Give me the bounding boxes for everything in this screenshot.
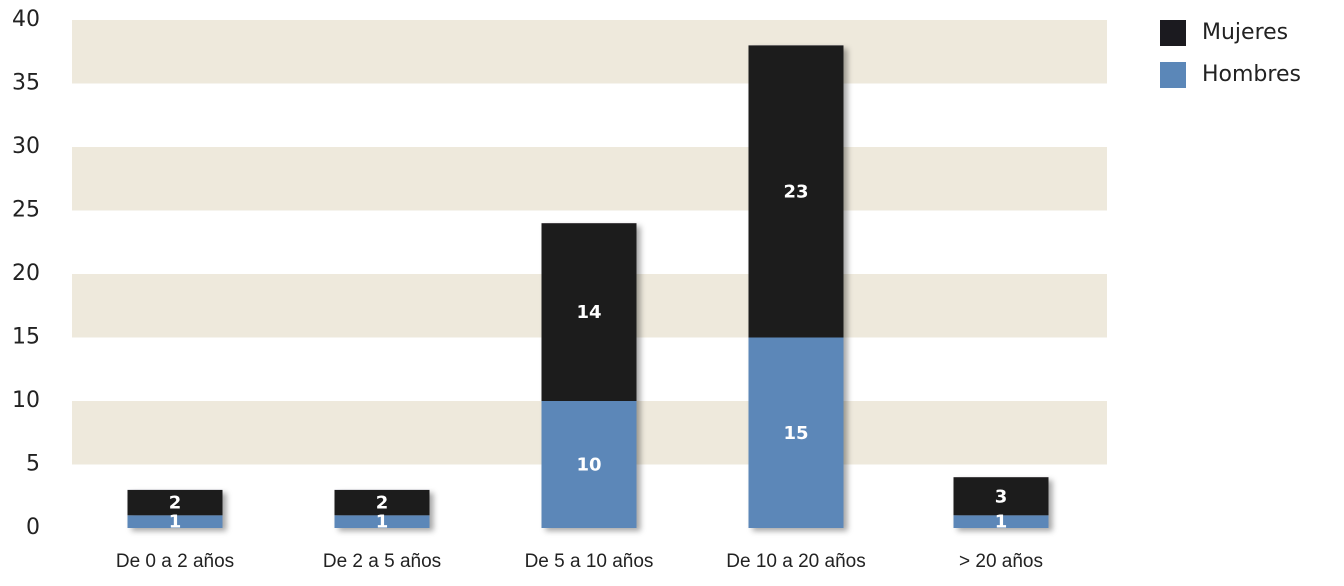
y-tick-label: 30 [12, 134, 40, 159]
value-label: 1 [376, 512, 389, 533]
value-label: 2 [376, 493, 389, 514]
bar-segment [127, 489, 223, 516]
value-label: 14 [576, 302, 601, 323]
legend-label: Mujeres [1202, 20, 1288, 45]
y-tick-label: 40 [12, 7, 40, 32]
value-label: 1 [995, 512, 1008, 533]
x-tick-label: > 20 años [959, 551, 1043, 572]
bar-group [541, 223, 637, 528]
x-tick-label: De 10 a 20 años [726, 551, 865, 572]
y-tick-label: 35 [12, 71, 40, 96]
bar-segment [334, 489, 430, 516]
x-tick-label: De 2 a 5 años [323, 551, 441, 572]
value-label: 1 [169, 512, 182, 533]
bar-segment [748, 45, 844, 338]
bar-segment [541, 223, 637, 401]
value-label: 3 [995, 486, 1008, 507]
value-label: 15 [783, 423, 808, 444]
grid-band [72, 147, 1107, 211]
legend-swatch [1160, 20, 1186, 46]
bar-segment [748, 337, 844, 528]
value-label: 10 [576, 455, 601, 476]
bar-group [334, 489, 430, 528]
legend-swatch [1160, 62, 1186, 88]
y-tick-label: 15 [12, 325, 40, 350]
x-tick-label: De 0 a 2 años [116, 551, 234, 572]
y-tick-label: 25 [12, 198, 40, 223]
y-tick-label: 5 [26, 452, 40, 477]
y-tick-label: 10 [12, 388, 40, 413]
bar-group [127, 489, 223, 528]
y-tick-label: 20 [12, 261, 40, 286]
bar-group [748, 45, 844, 528]
legend-label: Hombres [1202, 62, 1301, 87]
bar-segment [953, 515, 1049, 528]
bar-group [953, 477, 1049, 528]
grid-band [72, 20, 1107, 84]
bar-segment [334, 515, 430, 528]
bar-segment [953, 477, 1049, 516]
value-label: 2 [169, 493, 182, 514]
bar-segment [127, 515, 223, 528]
value-label: 23 [783, 181, 808, 202]
bar-segment [541, 401, 637, 528]
x-tick-label: De 5 a 10 años [525, 551, 654, 572]
y-tick-label: 0 [26, 515, 40, 540]
